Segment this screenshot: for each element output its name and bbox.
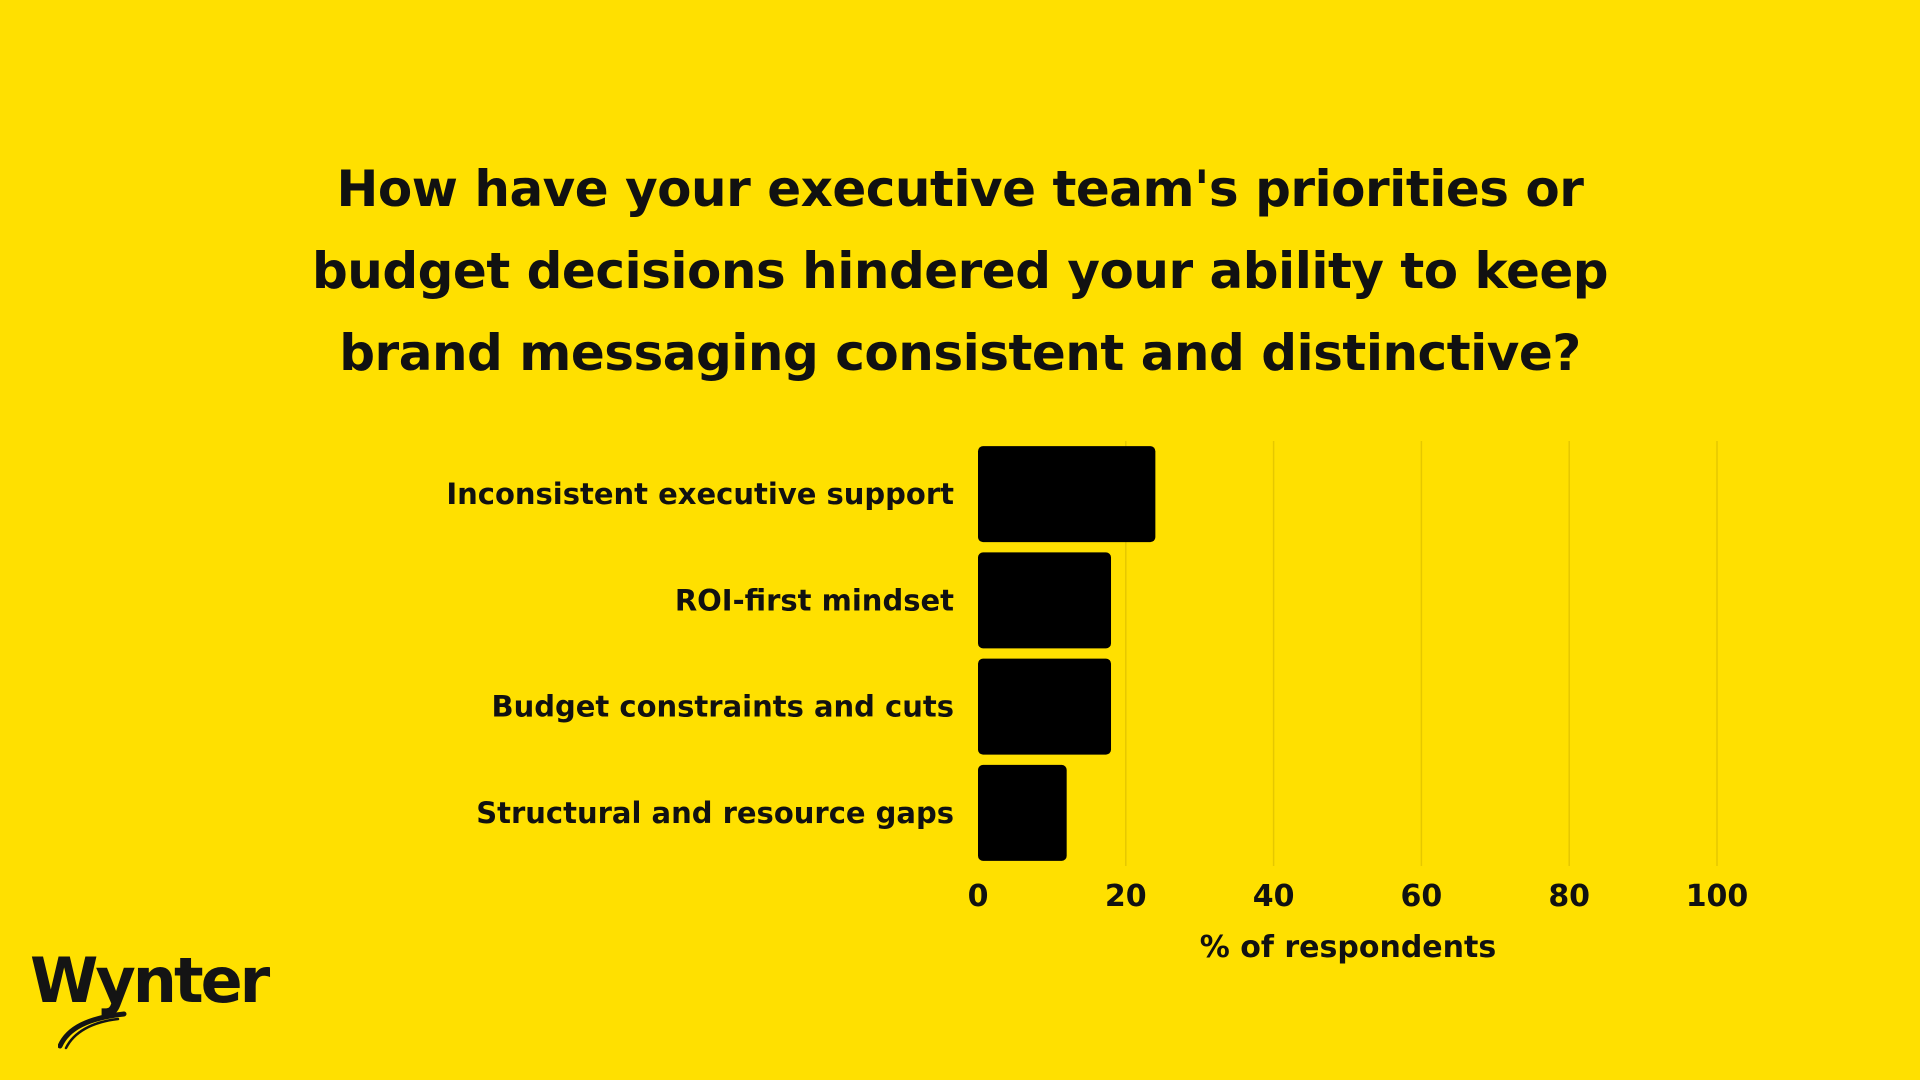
category-label: Budget constraints and cuts: [492, 690, 955, 724]
bars: [978, 446, 1156, 861]
x-tick-label: 20: [1105, 879, 1147, 914]
x-tick-label: 80: [1548, 879, 1590, 914]
wynter-logo: Wynter: [30, 944, 270, 1050]
x-axis-ticks: 0 20 40 60 80 100: [968, 879, 1749, 914]
x-tick-label: 60: [1401, 879, 1443, 914]
x-axis-title: % of respondents: [1200, 930, 1496, 965]
logo-wordmark: Wynter: [30, 944, 270, 1017]
chart-title-line: How have your executive team's prioritie…: [336, 160, 1584, 218]
category-label: Inconsistent executive support: [446, 477, 954, 511]
chart-title-line: budget decisions hindered your ability t…: [311, 242, 1609, 300]
category-labels: Inconsistent executive support ROI-first …: [446, 477, 954, 830]
gridlines: [1125, 441, 1718, 866]
category-label: Structural and resource gaps: [476, 796, 954, 830]
category-label: ROI-first mindset: [675, 583, 954, 617]
x-tick-label: 100: [1686, 879, 1749, 914]
chart-title: How have your executive team's prioritie…: [260, 148, 1660, 394]
bar: [978, 446, 1156, 543]
x-tick-label: 40: [1253, 879, 1295, 914]
bar: [978, 658, 1112, 755]
x-tick-label: 0: [968, 879, 989, 914]
bar: [978, 764, 1067, 861]
bar-chart: Inconsistent executive support ROI-first …: [446, 441, 1749, 965]
bar: [978, 552, 1112, 649]
brush-swoosh-icon: [58, 1011, 127, 1050]
chart-title-line: brand messaging consistent and distincti…: [339, 324, 1581, 382]
